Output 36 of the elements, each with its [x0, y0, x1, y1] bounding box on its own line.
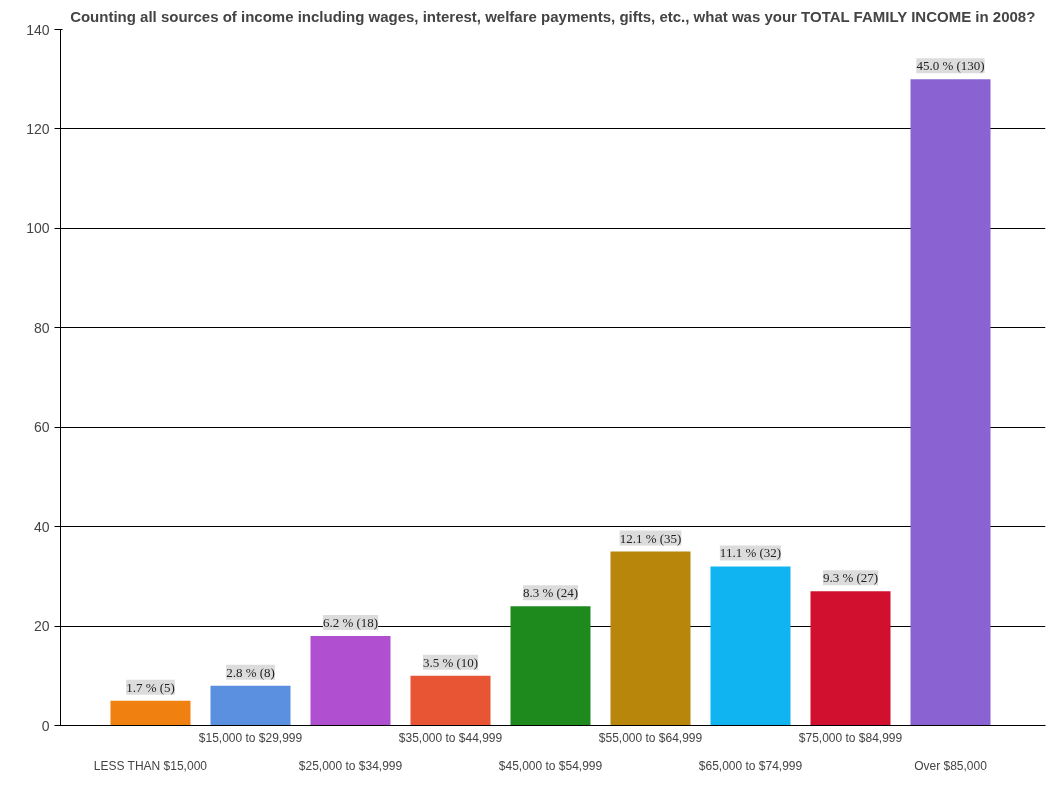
data-label: 8.3 % (24)	[522, 585, 579, 601]
data-label: 9.3 % (27)	[822, 570, 879, 586]
x-tick-label: $15,000 to $29,999	[198, 730, 303, 745]
x-tick-label: Over $85,000	[914, 758, 988, 773]
y-tick-label: 100	[26, 220, 50, 237]
x-tick-label: $45,000 to $54,999	[498, 758, 603, 773]
y-tick-label: 40	[33, 518, 50, 535]
y-tick-label: 120	[26, 120, 50, 137]
bar	[510, 606, 591, 726]
x-tick-label: $35,000 to $44,999	[398, 730, 503, 745]
x-tick-label: $75,000 to $84,999	[798, 730, 903, 745]
x-tick-label: $55,000 to $64,999	[598, 730, 703, 745]
bar	[810, 591, 891, 726]
data-label: 11.1 % (32)	[719, 545, 782, 561]
data-label: 2.8 % (8)	[226, 664, 275, 680]
x-tick-label: LESS THAN $15,000	[93, 758, 208, 773]
bar	[210, 685, 291, 726]
y-tick-label: 20	[33, 618, 50, 635]
bar	[610, 551, 691, 726]
data-label: 1.7 % (5)	[126, 679, 175, 695]
x-tick-label: $65,000 to $74,999	[698, 758, 803, 773]
bar	[710, 566, 791, 726]
y-tick-label: 60	[33, 419, 50, 436]
data-label: 3.5 % (10)	[422, 654, 479, 670]
bar	[910, 79, 991, 726]
data-label: 6.2 % (18)	[322, 615, 379, 631]
chart-title: Counting all sources of income including wages, interest, welfare payments, gifts, etc., what was your TOTAL FAMILY INCOME in 2008?	[70, 7, 1036, 25]
bar	[110, 700, 191, 726]
data-label: 45.0 % (130)	[916, 58, 985, 74]
x-tick-label: $25,000 to $34,999	[298, 758, 403, 773]
bar	[410, 675, 491, 726]
y-tick-label: 140	[26, 21, 50, 38]
bar	[310, 636, 391, 726]
y-tick-label: 0	[41, 717, 50, 734]
y-tick-label: 80	[33, 319, 50, 336]
data-label: 12.1 % (35)	[619, 530, 682, 546]
